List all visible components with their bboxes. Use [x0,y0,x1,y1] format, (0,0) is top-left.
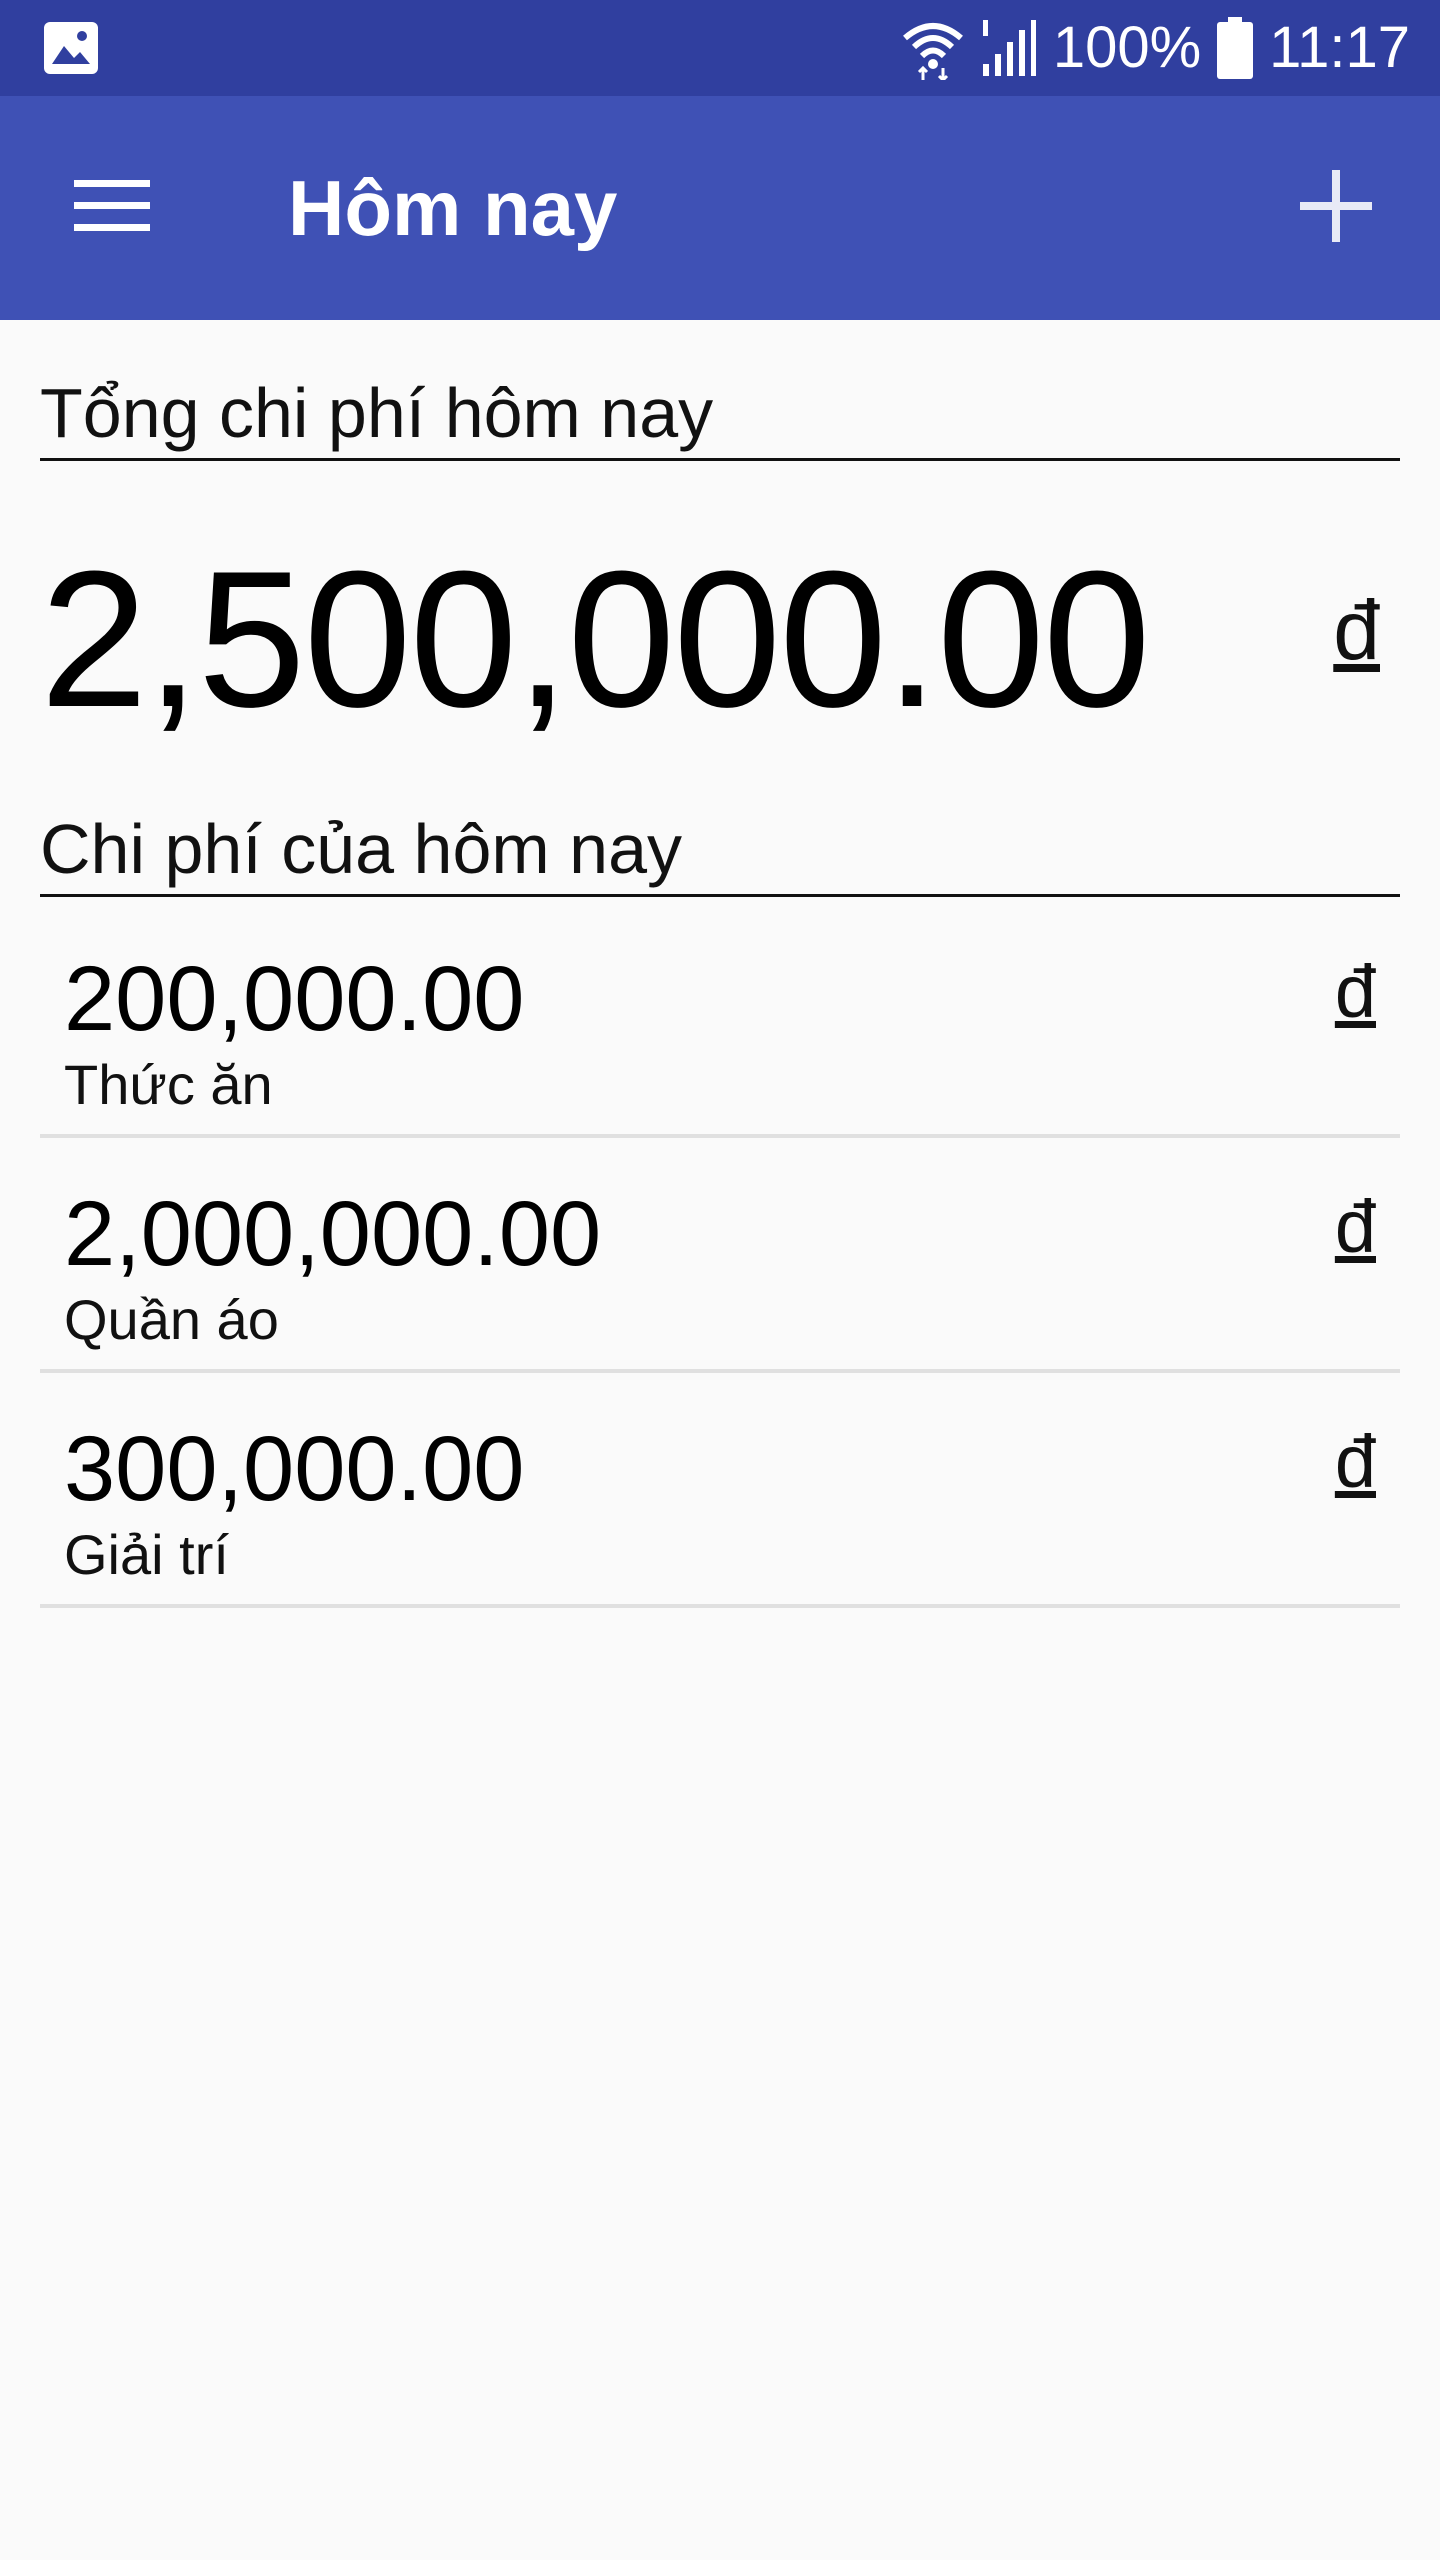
expense-category: Giải trí [64,1523,229,1586]
list-item[interactable]: 300,000.00 Giải trí đ [40,1373,1400,1608]
total-section-header: Tổng chi phí hôm nay [40,368,1400,461]
expense-amount: 300,000.00 [64,1418,525,1520]
page-title: Hôm nay [288,164,618,252]
status-time: 11:17 [1269,15,1410,80]
menu-icon [74,180,150,231]
expense-list: 200,000.00 Thức ăn đ 2,000,000.00 Quần á… [40,903,1400,1608]
total-currency: đ [1333,583,1380,677]
total-amount: 2,500,000.00 [40,531,1151,748]
expense-currency: đ [1334,1420,1376,1503]
total-row: 2,500,000.00 đ [40,540,1400,740]
wifi-icon [902,23,963,80]
add-expense-button[interactable] [1272,142,1400,270]
battery-icon [1217,17,1254,79]
status-bar: 100% 11:17 [0,0,1440,96]
app-bar: Hôm nay [0,96,1440,320]
list-item[interactable]: 2,000,000.00 Quần áo đ [40,1138,1400,1373]
expense-category: Thức ăn [64,1053,273,1116]
add-icon [1300,170,1372,242]
gallery-notification-icon [44,22,98,74]
menu-button[interactable] [48,142,176,270]
cell-signal-icon [982,20,1036,76]
expense-amount: 200,000.00 [64,948,525,1050]
list-item[interactable]: 200,000.00 Thức ăn đ [40,903,1400,1138]
expense-category: Quần áo [64,1288,279,1351]
expense-currency: đ [1334,950,1376,1033]
expense-currency: đ [1334,1185,1376,1268]
expenses-section-header: Chi phí của hôm nay [40,804,1400,897]
battery-percent: 100% [1052,15,1202,80]
expense-amount: 2,000,000.00 [64,1183,602,1285]
